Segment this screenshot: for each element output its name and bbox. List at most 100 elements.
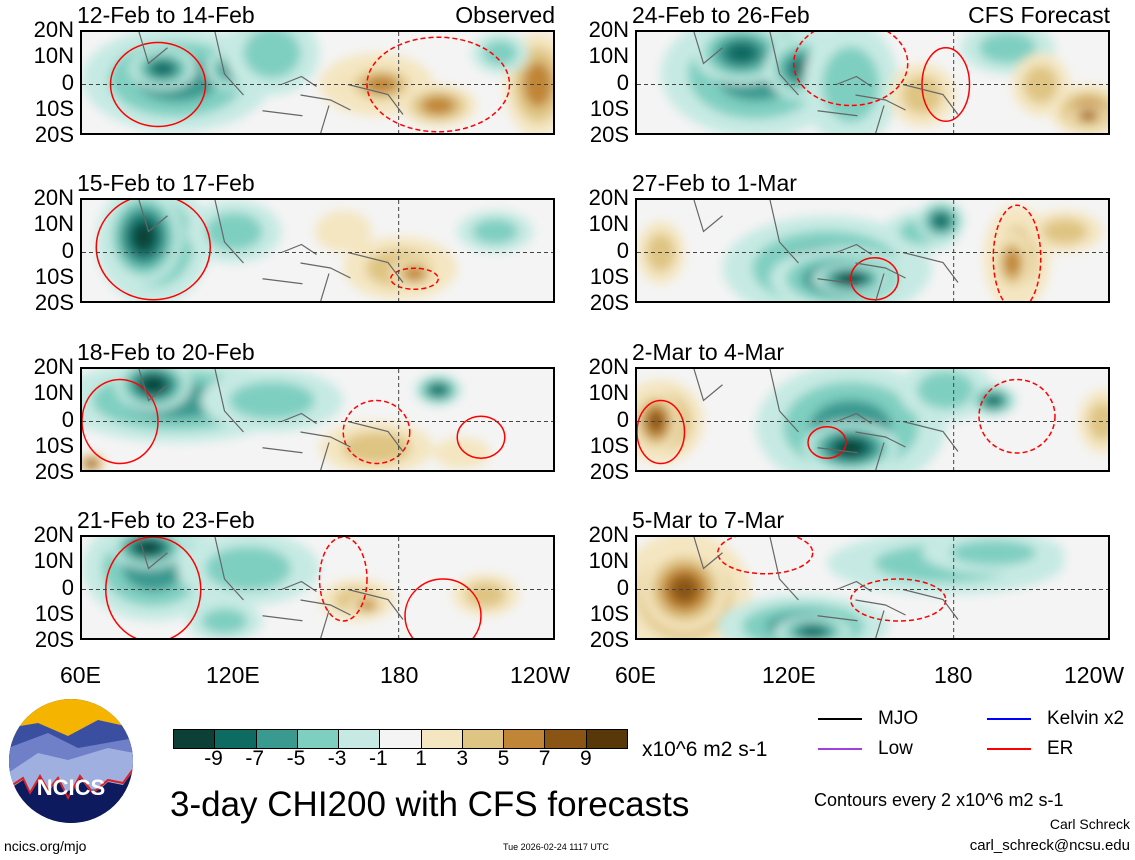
colorbar-tick: 5 — [497, 747, 510, 770]
x-tick-right-60e: 60E — [615, 662, 656, 688]
y-tick: 10S — [34, 263, 74, 289]
panel-title: 2-Mar to 4-Mar — [632, 339, 785, 365]
coastline — [138, 369, 404, 470]
colorbar-tick: -3 — [327, 747, 347, 770]
colorbar-swatch — [380, 730, 422, 748]
map-panel — [635, 535, 1110, 640]
email[interactable]: carl_schreck@ncsu.edu — [969, 837, 1130, 854]
colorbar — [173, 729, 628, 749]
y-tick: 20S — [34, 290, 74, 315]
y-tick: 10N — [33, 211, 74, 237]
legend-label: Low — [878, 738, 913, 759]
anomaly-shading — [950, 540, 1036, 566]
y-tick: 10N — [588, 380, 629, 406]
anomaly-shading — [404, 266, 425, 281]
anomaly-shading — [1081, 112, 1095, 120]
y-tick: 20S — [34, 627, 74, 652]
map-panel — [635, 367, 1110, 472]
y-tick: 10S — [589, 600, 629, 626]
anomaly-shading — [933, 214, 949, 228]
y-tick: 20N — [588, 354, 629, 379]
colorbar-swatch — [215, 730, 257, 748]
y-tick: 0 — [616, 237, 629, 263]
x-tick-right-120w: 120W — [1064, 662, 1125, 688]
coastline — [138, 200, 404, 301]
map-panel — [80, 367, 555, 472]
colorbar-tick: -7 — [245, 747, 265, 770]
anomaly-shading — [902, 76, 942, 114]
anomaly-shading — [142, 377, 164, 392]
x-tick-left-120e: 120E — [206, 662, 260, 688]
y-tick: 20S — [34, 459, 74, 484]
legend-label: Kelvin x2 — [1047, 708, 1125, 729]
anomaly-shading — [1041, 218, 1088, 245]
anomaly-shading — [917, 371, 975, 409]
colorbar-swatch — [545, 730, 587, 748]
er-contour — [978, 378, 1056, 454]
anomaly-shading — [421, 96, 455, 115]
anomaly-shading — [670, 575, 699, 604]
y-tick: 20S — [589, 627, 629, 652]
er-contour — [850, 578, 947, 622]
legend-label: MJO — [878, 708, 919, 729]
er-contour — [850, 257, 899, 301]
colorbar-swatch — [339, 730, 381, 748]
timestamp: Tue 2026-02-24 1117 UTC — [503, 842, 609, 852]
colorbar-tick: -1 — [369, 747, 388, 770]
anomaly-shading — [482, 40, 518, 66]
y-tick: 0 — [616, 406, 629, 432]
panel-title: 12-Feb to 14-Feb — [77, 2, 255, 28]
author: Carl Schreck — [1049, 816, 1130, 832]
colorbar-units: x10^6 m2 s-1 — [642, 738, 768, 761]
x-tick-left-120w: 120W — [510, 662, 571, 688]
y-tick: 20N — [588, 185, 629, 210]
y-tick: 10S — [34, 95, 74, 121]
panel-title: 21-Feb to 23-Feb — [77, 507, 255, 533]
colorbar-tick: 9 — [580, 747, 592, 770]
y-tick: 0 — [61, 237, 74, 263]
legend-line-mjo — [818, 718, 862, 720]
coastline — [693, 537, 959, 638]
anomaly-shading — [465, 582, 506, 608]
colorbar-swatch — [421, 730, 463, 748]
y-tick: 10S — [589, 263, 629, 289]
legend-line-er — [987, 748, 1031, 750]
x-tick-right-180: 180 — [934, 662, 973, 688]
er-contour — [793, 32, 909, 107]
anomaly-shading — [472, 218, 519, 245]
map-panel — [80, 30, 555, 135]
anomaly-shading — [314, 210, 372, 253]
y-tick: 20N — [33, 522, 74, 547]
panel-title: 24-Feb to 26-Feb — [632, 2, 810, 28]
site-link[interactable]: ncics.org/mjo — [4, 838, 87, 854]
er-contour — [807, 426, 847, 459]
y-tick: 20S — [589, 459, 629, 484]
y-tick: 20S — [34, 122, 74, 147]
anomaly-shading — [133, 223, 155, 250]
figure-title: 3-day CHI200 with CFS forecasts — [170, 785, 690, 824]
colorbar-swatch — [462, 730, 505, 748]
y-tick: 20S — [589, 122, 629, 147]
er-contour — [82, 378, 159, 465]
y-tick: 10N — [588, 43, 629, 69]
anomaly-shading — [1004, 249, 1021, 277]
anomaly-shading — [205, 546, 291, 591]
er-contour — [992, 204, 1042, 301]
panel-source-tag: Observed — [455, 2, 555, 28]
anomaly-shading — [985, 395, 1002, 406]
y-tick: 20N — [588, 522, 629, 547]
anomaly-shading — [979, 32, 1036, 64]
er-contour — [342, 399, 411, 465]
y-tick: 10S — [589, 95, 629, 121]
colorbar-swatch — [297, 730, 340, 748]
colorbar-tick: -5 — [286, 747, 306, 770]
ncics-logo: NCICS — [9, 699, 133, 823]
er-contour — [717, 537, 814, 575]
legend-line-kelvin — [987, 718, 1031, 720]
y-tick: 10N — [588, 548, 629, 574]
y-tick: 10S — [34, 600, 74, 626]
colorbar-swatch — [174, 730, 216, 748]
anomaly-shading — [243, 32, 301, 79]
anomaly-shading — [86, 460, 97, 467]
contour-note: Contours every 2 x10^6 m2 s-1 — [814, 790, 1064, 810]
